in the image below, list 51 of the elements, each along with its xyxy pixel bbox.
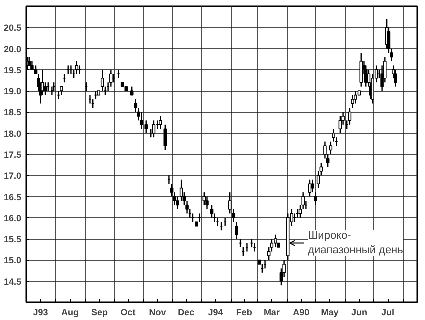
y-tick-label: 18.0 [4,128,22,139]
candlestick [202,192,206,206]
x-tick-label: Jun [351,308,368,318]
y-tick-label: 17.0 [4,171,22,182]
y-tick-label: 20.5 [4,23,22,34]
candlestick [394,69,398,88]
y-tick-label: 18.5 [4,108,22,118]
candlestick [354,90,358,104]
candlestick [348,107,352,126]
candlestick [232,208,236,223]
y-tick-label: 19.0 [4,86,22,97]
candlestick [311,179,314,194]
candlestick [314,192,318,206]
candlestick [228,192,232,214]
candlestick [164,124,168,151]
candlestick [152,120,156,138]
candlestick [180,179,184,202]
y-tick-label: 20.0 [4,44,22,54]
y-tick-label: 16.0 [4,213,22,224]
x-tick-label: Oct [120,308,136,318]
candlestick [329,141,333,156]
candlestick [100,69,104,92]
x-tick-label: A90 [293,308,310,318]
x-tick-label: Nov [149,308,166,318]
y-tick-label: 19.5 [4,65,22,76]
x-tick-label: Jul [382,308,395,318]
candlestick [274,234,278,248]
candlestick [351,94,354,109]
y-tick-label: 15.0 [4,256,22,266]
y-tick-label: 15.5 [4,234,22,245]
candlestick [206,196,209,210]
candlestick [332,128,336,142]
x-tick-label: Mar [264,308,280,318]
annotation: Широко- диапазонный день [308,230,404,256]
x-tick-label: Feb [236,308,253,318]
x-tick-label: Aug [62,308,80,318]
x-tick-label: J93 [33,308,48,318]
x-tick-label: Sep [92,308,109,318]
candlestick [176,196,180,210]
candlestick [210,204,214,219]
y-tick-label: 14.5 [4,276,22,287]
candlestick [110,69,113,88]
candlestick [75,60,79,75]
y-tick-label: 17.5 [4,150,22,160]
x-tick-label: Dec [178,308,195,318]
candlestick [235,222,238,240]
x-tick-label: J94 [208,308,224,318]
candlestick [159,116,162,130]
candlestick [338,116,342,134]
y-tick-label: 16.5 [4,192,22,202]
x-tick-label: May [321,308,339,318]
